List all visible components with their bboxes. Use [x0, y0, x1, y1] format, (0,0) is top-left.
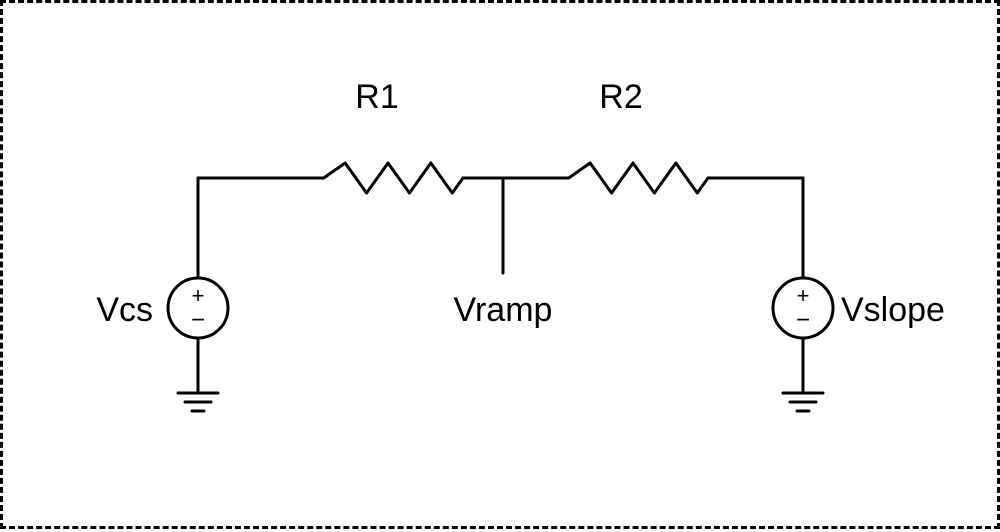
- resistor-r2-icon: [558, 163, 708, 193]
- ground-right-icon: [783, 393, 823, 411]
- vslope-plus-sign: +: [797, 283, 810, 308]
- label-vcs: Vcs: [96, 291, 153, 329]
- label-vslope: Vslope: [841, 291, 945, 329]
- vcs-minus-sign: −: [191, 306, 205, 333]
- resistor-r1-icon: [313, 163, 463, 193]
- circuit-svg: + − + − R1 R2 Vcs Vslope Vramp: [3, 3, 1000, 532]
- circuit-diagram-frame: + − + − R1 R2 Vcs Vslope Vramp: [0, 0, 1000, 529]
- vcs-plus-sign: +: [192, 283, 205, 308]
- label-r1: R1: [355, 78, 398, 116]
- vslope-minus-sign: −: [796, 306, 810, 333]
- label-r2: R2: [599, 78, 642, 116]
- ground-left-icon: [178, 393, 218, 411]
- label-vramp: Vramp: [454, 291, 553, 329]
